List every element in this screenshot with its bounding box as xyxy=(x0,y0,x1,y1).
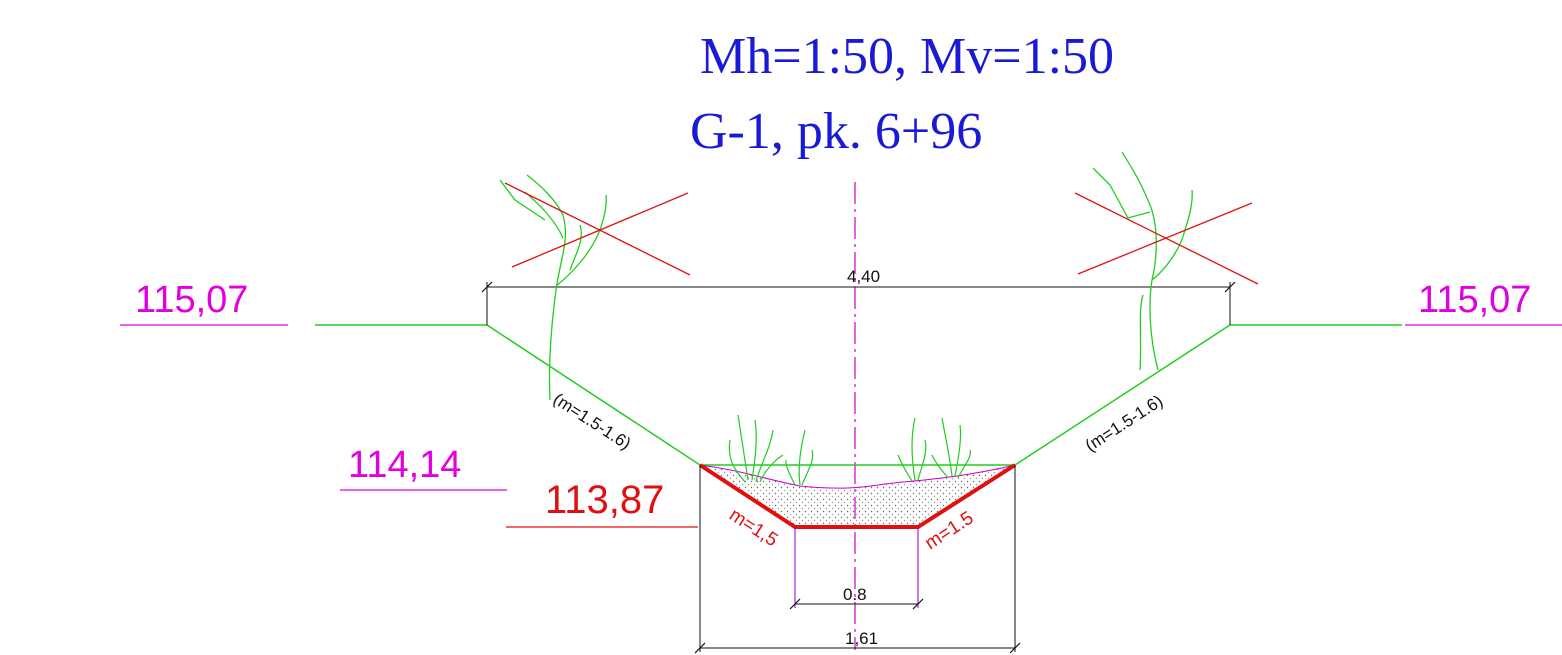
top-width-label: 4,40 xyxy=(847,267,880,286)
tree-right-icon xyxy=(1092,151,1193,371)
elevation-design-bottom: 113,87 xyxy=(545,478,664,522)
design-width-label: 1,61 xyxy=(845,629,878,648)
top-width-tick-right xyxy=(1224,281,1236,293)
elevation-left-bottom: 114,14 xyxy=(348,444,461,486)
bottom-width-label: 0.8 xyxy=(843,585,867,604)
slope-existing-left: (m=1.5-1.6) xyxy=(550,389,634,453)
elevation-right-top: 115,07 xyxy=(1418,279,1531,321)
top-width-tick-left xyxy=(481,281,493,293)
design-profile-line xyxy=(698,463,1017,529)
grass-tufts-icon xyxy=(728,414,971,486)
design-width-tick-right xyxy=(1009,642,1021,654)
existing-ground-line xyxy=(315,324,1402,466)
tree-right-removal-mark-icon xyxy=(1074,192,1259,285)
location-title: G-1, pk. 6+96 xyxy=(690,103,982,160)
bottom-width-tick-left xyxy=(789,598,801,610)
slope-existing-right: (m=1.5-1.6) xyxy=(1082,391,1166,455)
sediment-fill xyxy=(700,465,1015,527)
tree-left-icon xyxy=(499,174,607,401)
design-width-tick-left xyxy=(694,642,706,654)
bottom-width-tick-right xyxy=(912,598,924,610)
scale-title: Mh=1:50, Mv=1:50 xyxy=(700,28,1114,85)
elevation-left-top: 115,07 xyxy=(135,279,248,321)
tree-left-removal-mark-icon xyxy=(504,182,691,276)
